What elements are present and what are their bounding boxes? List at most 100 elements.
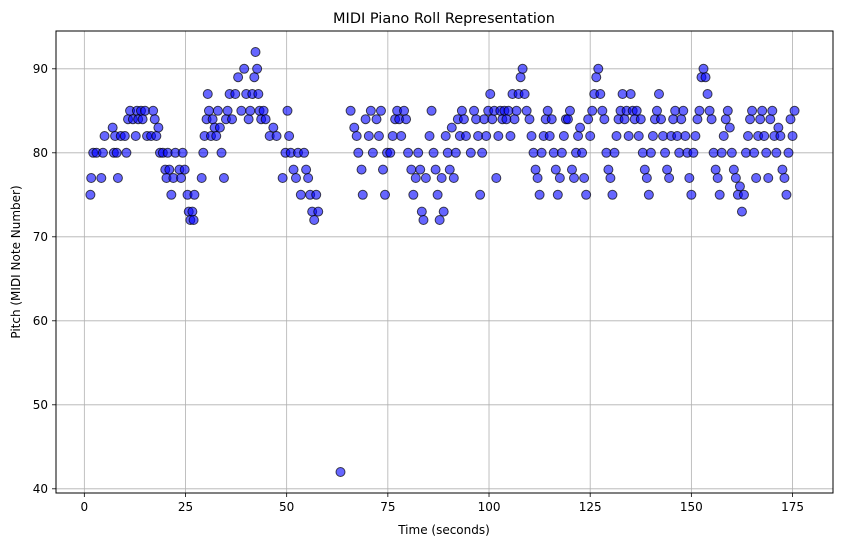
note-point	[751, 173, 762, 183]
note-point	[166, 189, 177, 200]
note-point	[179, 164, 190, 175]
note-point	[509, 114, 520, 125]
note-point	[371, 114, 382, 125]
note-point	[558, 131, 569, 141]
note-point	[700, 72, 711, 83]
note-point	[311, 189, 322, 200]
note-point	[728, 164, 739, 175]
note-point	[432, 189, 443, 200]
note-point	[211, 131, 222, 141]
note-point	[546, 114, 557, 125]
note-point	[597, 105, 608, 116]
note-point	[530, 164, 541, 175]
note-point	[151, 131, 162, 141]
note-point	[680, 131, 691, 141]
note-point	[593, 63, 604, 74]
note-point	[787, 131, 798, 141]
note-point	[243, 114, 254, 125]
note-point	[97, 147, 108, 158]
note-point	[706, 114, 717, 125]
note-point	[710, 164, 721, 175]
note-point	[647, 131, 658, 141]
chart-title: MIDI Piano Roll Representation	[333, 11, 555, 27]
note-point	[148, 105, 159, 116]
note-point	[585, 131, 596, 141]
note-point	[345, 105, 356, 116]
note-point	[734, 181, 745, 192]
note-point	[633, 131, 644, 141]
note-point	[591, 72, 602, 83]
note-point	[198, 147, 209, 158]
note-point	[450, 147, 461, 158]
note-point	[714, 189, 725, 200]
note-point	[176, 173, 187, 183]
x-axis-ticks: 0 25 50 75 100 125 150 175	[81, 493, 804, 514]
note-point	[736, 206, 747, 217]
note-point	[288, 164, 299, 175]
note-point	[375, 105, 386, 116]
note-point	[233, 72, 244, 83]
plot-frame	[55, 30, 834, 494]
note-point	[552, 189, 563, 200]
note-point	[690, 131, 701, 141]
note-point	[408, 189, 419, 200]
note-point	[399, 105, 410, 116]
note-point	[639, 164, 650, 175]
note-point	[230, 89, 241, 99]
note-point	[357, 189, 368, 200]
note-point	[111, 147, 122, 158]
note-point	[303, 173, 314, 183]
x-tick-label: 75	[380, 500, 395, 514]
note-point	[214, 122, 225, 133]
note-point	[789, 105, 800, 116]
note-point	[773, 122, 784, 133]
note-point	[207, 114, 218, 125]
note-point	[777, 164, 788, 175]
note-point	[284, 131, 295, 141]
note-point	[481, 131, 492, 141]
x-tick-label: 0	[81, 500, 89, 514]
note-point	[712, 173, 723, 183]
note-point	[645, 147, 656, 158]
note-point	[177, 147, 188, 158]
note-point	[130, 131, 141, 141]
note-point	[396, 131, 407, 141]
note-point	[609, 147, 620, 158]
note-point	[112, 173, 123, 183]
note-point	[724, 122, 735, 133]
note-point	[189, 189, 200, 200]
note-point	[569, 173, 579, 183]
note-point	[258, 105, 269, 116]
note-point	[403, 147, 414, 158]
note-point	[623, 131, 634, 141]
note-point	[726, 147, 737, 158]
note-point	[603, 164, 614, 175]
note-point	[295, 189, 306, 200]
note-point	[779, 173, 790, 183]
note-point	[686, 189, 697, 200]
note-point	[477, 147, 488, 158]
note-point	[534, 189, 545, 200]
note-point	[487, 114, 498, 125]
note-point	[436, 173, 447, 183]
note-point	[761, 147, 772, 158]
note-point	[775, 131, 786, 141]
note-point	[704, 105, 715, 116]
note-point	[635, 114, 646, 125]
y-axis-label: Pitch (MIDI Note Number)	[9, 185, 23, 338]
note-point	[458, 114, 469, 125]
note-point	[607, 189, 618, 200]
note-point	[583, 114, 594, 125]
note-point	[526, 131, 537, 141]
note-point	[581, 189, 592, 200]
note-point	[556, 147, 567, 158]
note-point	[577, 147, 588, 158]
note-point	[444, 164, 455, 175]
note-point	[564, 105, 575, 116]
note-point	[85, 189, 96, 200]
note-point	[212, 105, 223, 116]
y-tick-label: 60	[33, 314, 48, 328]
note-point	[335, 467, 346, 477]
x-tick-label: 50	[279, 500, 294, 514]
note-point	[363, 131, 374, 141]
